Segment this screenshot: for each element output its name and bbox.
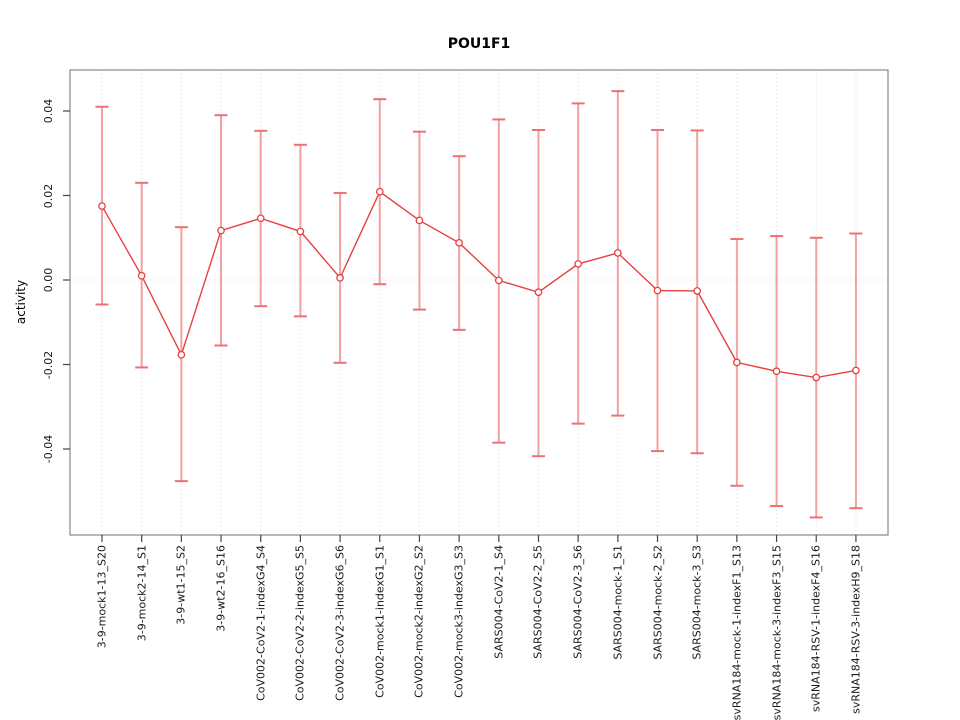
data-point-marker (336, 274, 344, 282)
data-point-marker (455, 238, 463, 247)
data-point-marker (415, 216, 424, 225)
x-category-label: svRNA184-RSV-3-indexH9_S18 (849, 545, 863, 714)
data-point-marker (177, 350, 186, 359)
data-point-marker (375, 187, 384, 196)
data-point-marker (613, 249, 622, 257)
x-category-label: 3-9-wt2-16_S16 (214, 545, 228, 632)
data-point-marker (693, 287, 702, 295)
data-point-marker (574, 260, 583, 268)
x-category-label: svRNA184-RSV-1-indexF4_S16 (809, 545, 823, 712)
data-point-marker (653, 286, 662, 295)
y-tick-label: 0.04 (42, 98, 55, 124)
series-line (101, 190, 857, 379)
x-category-label: SARS004-mock-2_S2 (651, 545, 665, 660)
x-category-label: SARS004-CoV2-2_S5 (531, 545, 545, 659)
data-point-marker (256, 214, 265, 223)
x-category-label: CoV002-CoV2-3-indexG6_S6 (333, 545, 347, 701)
y-tick-label: 0.02 (42, 183, 55, 208)
data-point-marker (137, 271, 146, 280)
x-category-label: CoV002-mock3-indexG3_S3 (452, 545, 466, 698)
x-category-label: 3-9-mock1-13_S20 (95, 545, 109, 649)
data-point-marker (772, 367, 781, 376)
plot-border (69, 69, 889, 536)
data-point-marker (733, 358, 741, 367)
x-category-label: CoV002-mock2-indexG2_S2 (412, 545, 426, 698)
x-category-label: CoV002-mock1-indexG1_S1 (373, 545, 387, 698)
x-category-label: CoV002-CoV2-1-indexG4_S4 (254, 545, 268, 701)
x-category-label: 3-9-wt1-15_S2 (174, 545, 188, 625)
data-point-marker (812, 373, 821, 382)
x-category-label: svRNA184-mock-3-indexF3_S15 (770, 545, 784, 720)
y-tick-label: -0.04 (42, 434, 55, 464)
x-category-label: SARS004-mock-3_S3 (690, 545, 704, 660)
x-category-label: 3-9-mock2-14_S1 (135, 545, 149, 642)
x-category-label: SARS004-CoV2-3_S6 (571, 545, 585, 659)
data-point-marker (852, 366, 860, 375)
x-category-label: CoV002-CoV2-2-indexG5_S5 (293, 545, 307, 701)
chart-title: POU1F1 (447, 36, 511, 52)
x-category-label: SARS004-mock-1_S1 (611, 545, 625, 660)
data-point-marker (98, 202, 106, 210)
data-point-marker (494, 276, 503, 285)
data-point-marker (534, 288, 543, 297)
data-point-marker (217, 226, 225, 235)
y-tick-label: -0.02 (42, 350, 55, 379)
data-point-marker (296, 227, 305, 236)
y-tick-label: 0.00 (42, 267, 55, 293)
x-category-label: svRNA184-mock-1-indexF1_S13 (730, 545, 744, 720)
x-category-label: SARS004-CoV2-1_S4 (492, 545, 506, 659)
